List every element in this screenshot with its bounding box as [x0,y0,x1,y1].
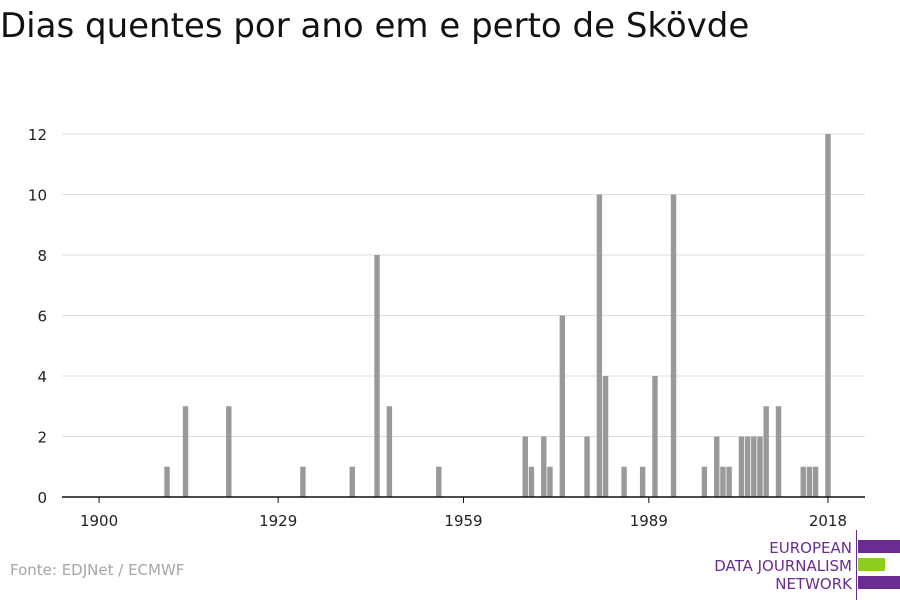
bar[interactable] [547,466,553,497]
bar[interactable] [806,466,813,497]
y-tick-label: 0 [37,489,47,507]
bar[interactable] [621,466,627,497]
bar[interactable] [763,406,769,497]
bar[interactable] [584,436,590,498]
bar[interactable] [349,466,356,497]
logo-bar-purple-bottom [858,576,900,589]
bar[interactable] [522,436,528,498]
bar[interactable] [738,436,745,498]
y-tick-label: 8 [37,247,47,265]
chart-title: Dias quentes por ano em e perto de Skövd… [0,6,750,46]
x-tick-label: 1900 [80,512,118,530]
logo-divider [856,530,857,600]
axes: 0 2 4 6 8 10 12 1900 1929 1959 1989 2018 [28,126,865,530]
bar[interactable] [726,466,732,497]
logo-bar-purple-top [858,540,900,553]
bar[interactable] [300,466,306,497]
bar[interactable] [751,436,757,498]
bar[interactable] [528,466,535,497]
bar[interactable] [720,466,726,497]
bar[interactable] [744,436,751,498]
bar[interactable] [374,255,380,497]
bar[interactable] [386,406,393,497]
x-tick-label: 1959 [444,512,482,530]
bar[interactable] [670,194,677,498]
x-tick-label: 1929 [259,512,297,530]
bar[interactable] [775,406,782,497]
logo-text-line-1: EUROPEAN [769,539,852,557]
bar[interactable] [596,194,603,498]
edjnet-logo[interactable]: EUROPEAN DATA JOURNALISM NETWORK [700,530,900,600]
y-tick-label: 6 [37,308,47,326]
logo-text-line-3: NETWORK [775,575,852,593]
y-tick-label: 10 [28,187,47,205]
bar[interactable] [164,466,170,497]
bars [164,134,831,498]
logo-bar-green [858,558,885,571]
x-tick-label: 1989 [630,512,668,530]
bar[interactable] [559,315,566,498]
y-tick-label: 12 [28,126,47,144]
logo-text-line-2: DATA JOURNALISM [714,557,852,575]
y-tick-label: 4 [37,368,47,386]
bar[interactable] [812,466,819,497]
bar[interactable] [825,134,831,497]
bar[interactable] [652,376,658,497]
bar[interactable] [182,406,189,497]
source-note: Fonte: EDJNet / ECMWF [10,561,185,579]
bar[interactable] [757,436,763,498]
bar[interactable] [714,436,720,498]
bar[interactable] [541,436,547,498]
x-tick-label: 2018 [809,512,847,530]
y-tick-label: 2 [37,429,47,447]
gridlines [62,133,865,437]
bar[interactable] [602,376,609,497]
bar[interactable] [639,466,646,497]
bar[interactable] [436,466,442,497]
bar[interactable] [701,466,708,497]
bar[interactable] [800,466,806,497]
bar[interactable] [226,406,232,497]
